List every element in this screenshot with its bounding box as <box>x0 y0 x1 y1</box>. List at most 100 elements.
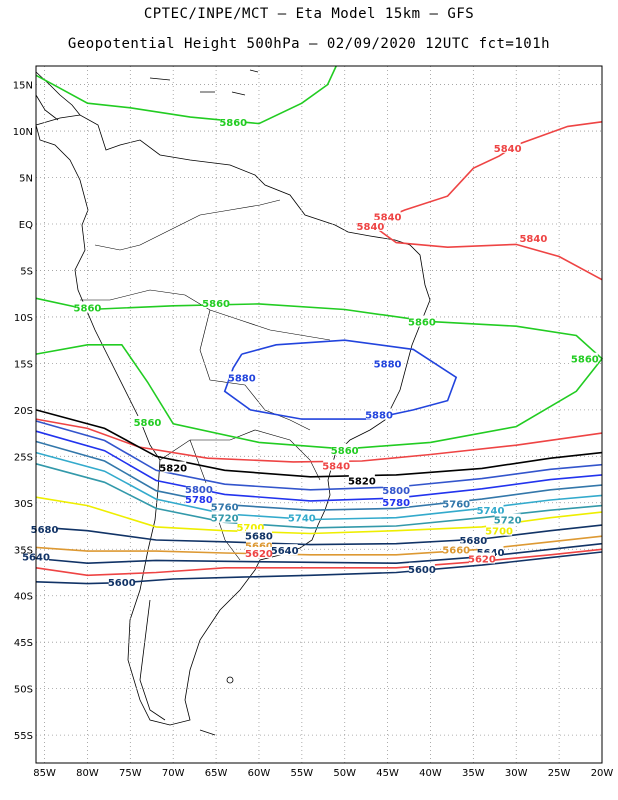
contour-label-bg <box>245 539 272 551</box>
lon-tick-label: 20W <box>591 768 614 779</box>
contour-label-bg <box>468 552 495 564</box>
contour-label-text: 5840 <box>322 462 350 473</box>
contour-label-bg <box>211 511 238 523</box>
lat-tick-label: 10S <box>14 313 33 324</box>
contour-5680 <box>35 524 603 546</box>
caribbean-islands <box>149 69 259 96</box>
contour-label-text: 5820 <box>348 476 376 487</box>
contour-5860 <box>35 65 337 125</box>
contour-label-bg <box>486 524 513 536</box>
axis-ticks: 85W 80W 75W 70W 65W 60W 55W 50W 45W 40W 35W 30W 25W 2… <box>13 81 614 779</box>
contour-label-bg <box>237 520 264 532</box>
contour-label-bg <box>443 497 470 509</box>
contour-label-text: 5680 <box>459 536 487 547</box>
contour-label-text: 5860 <box>331 446 359 457</box>
contour-label-5600: 5600 <box>408 562 436 576</box>
contour-5700 <box>35 496 603 535</box>
contour-label-5620: 5620 <box>468 552 496 566</box>
contour-label-bg <box>374 210 401 222</box>
lon-tick-label: 85W <box>33 768 56 779</box>
contour-label-5760: 5760 <box>211 500 239 514</box>
contour-5860 <box>35 297 604 450</box>
contour-label-bg <box>220 115 247 127</box>
map-title-line2: Geopotential Height 500hPa – 02/09/2020 … <box>67 36 551 52</box>
contour-label-bg <box>357 219 384 231</box>
lat-tick-label: 15N <box>13 81 33 92</box>
graticule <box>36 66 603 763</box>
lat-tick-label: 55S <box>14 731 33 742</box>
contour-label-5620: 5620 <box>245 546 273 560</box>
lon-tick-label: 45W <box>376 768 399 779</box>
contour-label-text: 5820 <box>159 463 187 474</box>
contour-label-5760: 5760 <box>442 497 470 511</box>
contour-label-bg <box>374 357 401 369</box>
contour-label-5820: 5820 <box>159 461 187 474</box>
contour-5640 <box>35 542 603 565</box>
contour-label-bg <box>74 301 101 313</box>
contour-5760 <box>35 440 603 512</box>
contour-label-text: 5800 <box>185 485 213 496</box>
lon-tick-label: 25W <box>548 768 571 779</box>
contour-label-text: 5620 <box>468 555 496 566</box>
contour-label-bg <box>203 296 230 308</box>
contour-label-text: 5840 <box>357 222 385 233</box>
contour-label-5700: 5700 <box>485 524 513 538</box>
contour-label-5840: 5840 <box>494 141 522 155</box>
contour-label-bg <box>460 533 487 545</box>
contour-label-5820: 5820 <box>348 474 376 487</box>
lon-tick-label: 80W <box>76 768 99 779</box>
contour-label-bg <box>383 495 410 507</box>
lon-tick-label: 35W <box>462 768 485 779</box>
contour-label-text: 5860 <box>571 355 599 366</box>
contour-label-bg <box>228 371 255 383</box>
contour-label-bg <box>443 543 470 555</box>
contour-lines <box>35 65 604 585</box>
contour-label-bg <box>288 511 315 523</box>
contour-label-text: 5780 <box>185 495 213 506</box>
contour-label-text: 5860 <box>134 418 162 429</box>
contour-5720 <box>35 463 603 529</box>
contour-label-5860: 5860 <box>74 301 102 315</box>
contour-label-5840: 5840 <box>322 459 350 473</box>
contour-label-text: 5600 <box>108 578 136 589</box>
contour-label-bg <box>494 513 521 525</box>
contour-label-text: 5840 <box>494 144 522 155</box>
contour-label-bg <box>245 546 272 558</box>
contour-label-text: 5760 <box>211 503 239 514</box>
contour-label-text: 5800 <box>382 486 410 497</box>
contour-label-text: 5740 <box>477 506 505 517</box>
contour-label-bg <box>477 546 504 558</box>
lat-tick-label: 25S <box>14 452 33 463</box>
contour-label-text: 5880 <box>228 373 256 384</box>
contour-label-text: 5860 <box>74 304 102 315</box>
contour-label-text: 5860 <box>408 318 436 329</box>
contour-label-text: 5840 <box>374 213 402 224</box>
lat-tick-label: 50S <box>14 685 33 696</box>
lat-tick-label: 45S <box>14 638 33 649</box>
contour-label-bg <box>185 482 212 494</box>
contour-label-text: 5740 <box>288 514 316 525</box>
contour-label-5700: 5700 <box>236 520 264 534</box>
contour-label-5680: 5680 <box>245 529 273 542</box>
lat-tick-label: 10N <box>13 127 33 138</box>
lat-tick-label: 40S <box>14 592 33 603</box>
contour-label-5860: 5860 <box>408 315 436 329</box>
contour-label-bg <box>520 231 547 243</box>
contour-5600 <box>35 551 603 585</box>
contour-label-bg <box>160 461 187 473</box>
contour-label-bg <box>408 315 435 327</box>
lon-tick-label: 70W <box>162 768 185 779</box>
contour-5800 <box>35 420 603 491</box>
contour-label-5800: 5800 <box>185 482 213 496</box>
contour-5880 <box>223 339 458 420</box>
map-title-line1: CPTEC/INPE/MCT – Eta Model 15km – GFS <box>143 6 475 22</box>
contour-5660 <box>35 535 603 556</box>
contour-label-5860: 5860 <box>219 115 247 129</box>
contour-label-5640: 5640 <box>271 544 299 557</box>
contour-label-5880: 5880 <box>365 408 393 422</box>
map-frame <box>35 65 603 764</box>
lon-tick-label: 65W <box>205 768 228 779</box>
lon-tick-label: 75W <box>119 768 142 779</box>
contour-label-5880: 5880 <box>374 357 402 370</box>
